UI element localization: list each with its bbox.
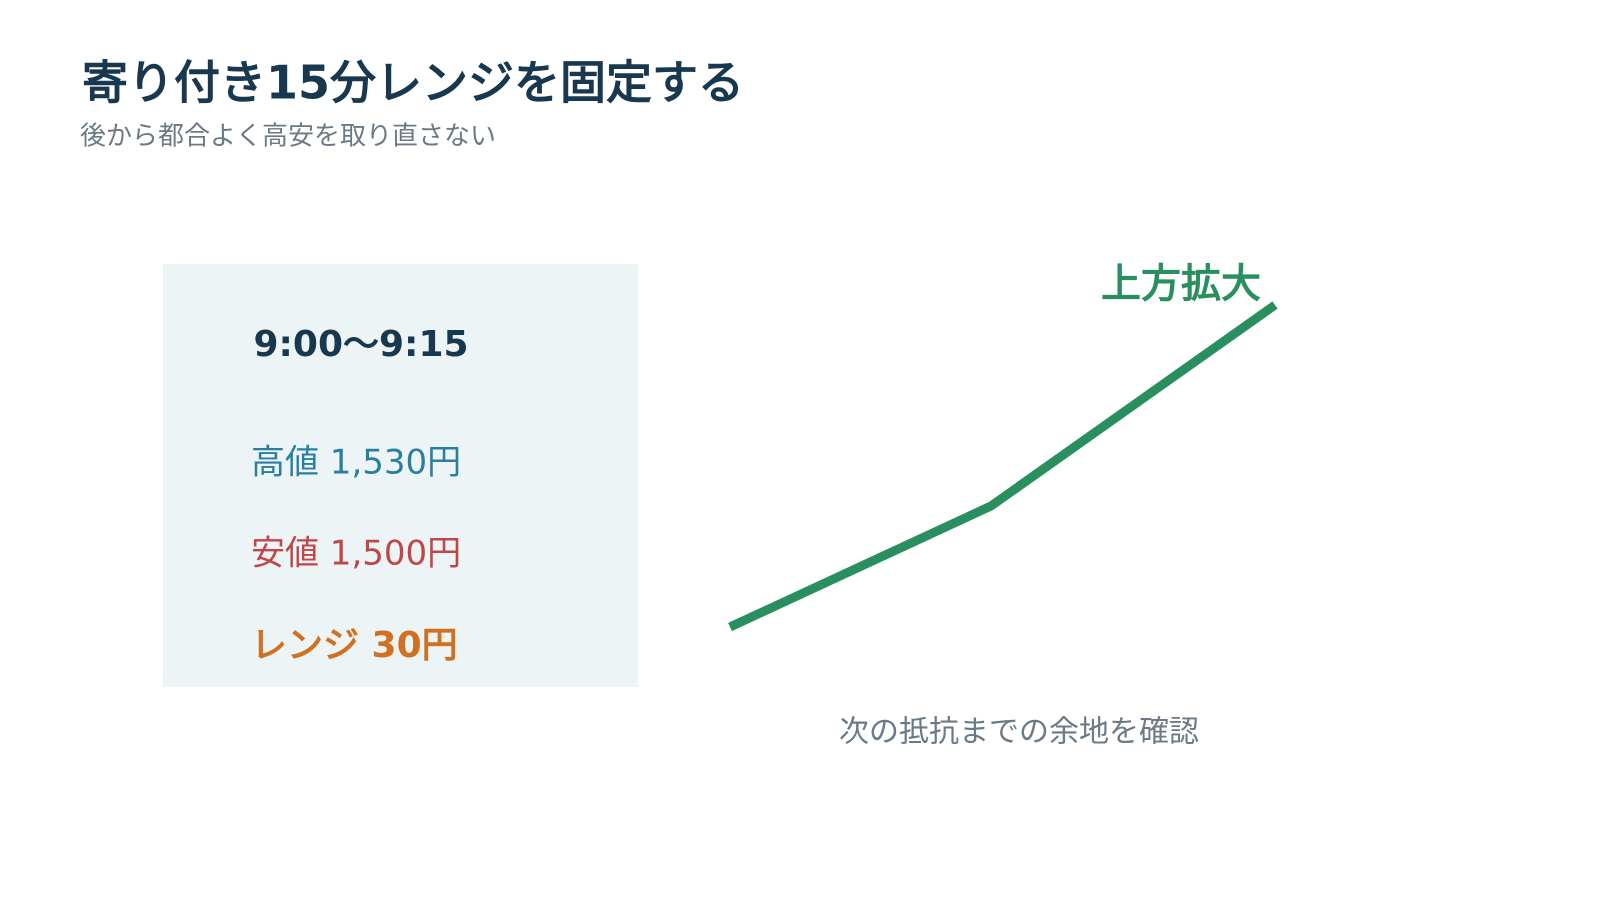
title: 寄り付き15分レンジを固定する	[82, 56, 744, 110]
low-label: 安値 1,500円	[251, 534, 461, 574]
breakout-label: 上方拡大	[1101, 261, 1261, 307]
caption: 次の抵抗までの余地を確認	[839, 715, 1199, 750]
breakout-line	[728, 301, 1278, 632]
range-label: レンジ 30円	[251, 625, 458, 666]
time-label: 9:00～9:15	[253, 324, 468, 365]
high-label: 高値 1,530円	[251, 443, 461, 483]
range-panel	[163, 264, 638, 687]
subtitle: 後から都合よく高安を取り直さない	[80, 122, 496, 152]
